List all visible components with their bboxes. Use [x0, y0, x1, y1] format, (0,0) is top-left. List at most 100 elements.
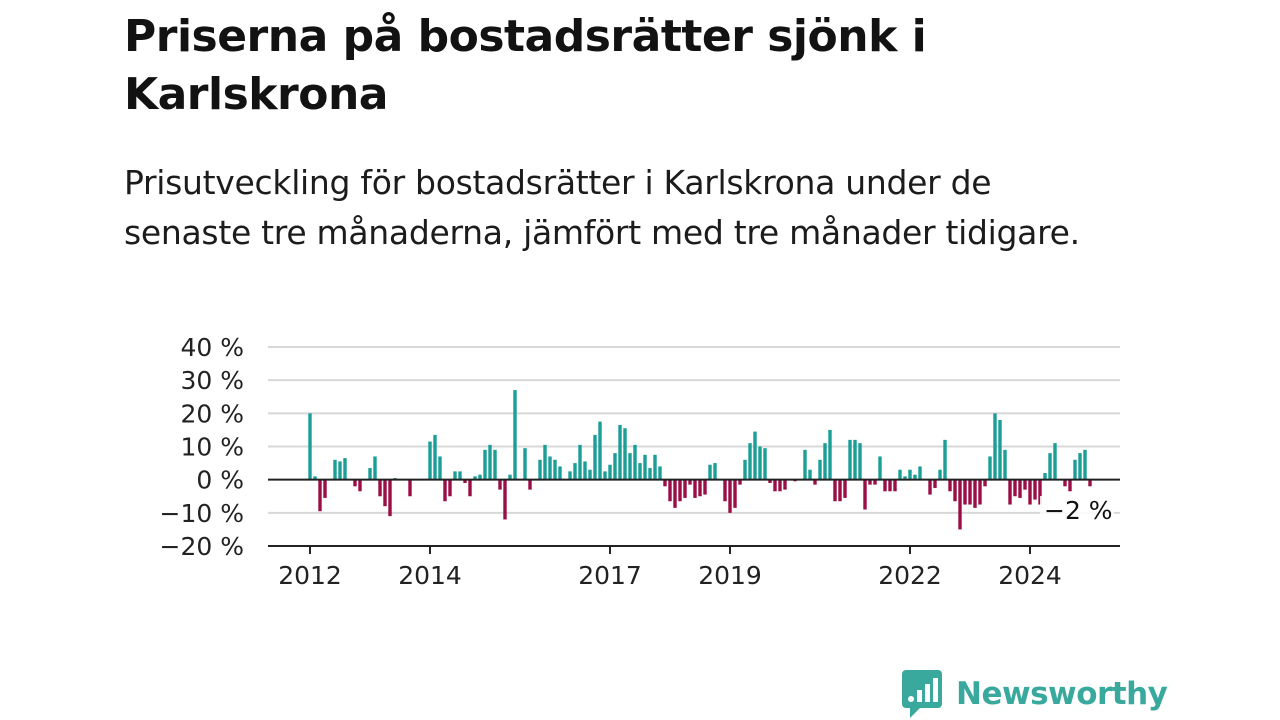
bar-negative: [1028, 479, 1032, 505]
bar-positive: [473, 476, 477, 480]
bar-positive: [583, 461, 587, 480]
bar-positive: [588, 469, 592, 480]
bar-negative: [693, 479, 697, 498]
y-tick-label: 40 %: [180, 333, 244, 362]
y-tick-label: 10 %: [180, 433, 244, 462]
bar-positive: [823, 443, 827, 480]
bar-positive: [753, 431, 757, 480]
bar-negative: [768, 479, 772, 483]
x-tick-label: 2012: [278, 561, 342, 590]
bar-negative: [388, 479, 392, 517]
bar-positive: [373, 456, 377, 480]
bar-negative: [843, 479, 847, 498]
bar-negative: [688, 479, 692, 485]
bar-negative: [683, 479, 687, 498]
bar-negative: [983, 479, 987, 487]
y-tick-label: −10 %: [160, 499, 244, 528]
bar-positive: [913, 474, 917, 480]
bar-positive: [558, 466, 562, 480]
bar-negative: [928, 479, 932, 495]
grid-lines: [268, 346, 1120, 514]
bar-positive: [648, 468, 652, 480]
bar-positive: [628, 453, 632, 480]
bar-positive: [998, 419, 1002, 480]
bar-negative: [1068, 479, 1072, 492]
bar-negative: [448, 479, 452, 497]
bar-positive: [483, 449, 487, 480]
bar-negative: [468, 479, 472, 497]
bar-negative: [668, 479, 672, 502]
bar-negative: [958, 479, 962, 530]
bar-positive: [523, 448, 527, 480]
bar-negative: [868, 479, 872, 485]
bar-negative: [933, 479, 937, 488]
bar-positive: [433, 434, 437, 480]
bar-negative: [323, 479, 327, 498]
bar-negative: [1013, 479, 1017, 497]
annotations: −2 %: [1040, 496, 1114, 528]
bar-positive: [608, 464, 612, 480]
bar-positive: [428, 441, 432, 480]
bar-positive: [808, 469, 812, 480]
bar-positive: [613, 453, 617, 480]
bar-negative: [778, 479, 782, 492]
bar-negative: [1033, 479, 1037, 500]
bar-positive: [898, 469, 902, 480]
bar-positive: [548, 456, 552, 480]
bar-negative: [498, 479, 502, 490]
bar-negative: [528, 479, 532, 490]
bar-negative: [1023, 479, 1027, 490]
bar-positive: [803, 449, 807, 480]
bar-positive: [633, 444, 637, 480]
bar-negative: [948, 479, 952, 492]
bar-negative: [963, 479, 967, 505]
annotation-background: [1040, 496, 1114, 528]
x-tick-label: 2017: [578, 561, 642, 590]
newsworthy-logo-text: Newsworthy: [956, 676, 1168, 712]
bar-negative: [1063, 479, 1067, 487]
bar-positive: [643, 454, 647, 480]
bar-positive: [438, 456, 442, 480]
bar-positive: [458, 471, 462, 480]
bar-negative: [953, 479, 957, 502]
bar-positive: [763, 448, 767, 480]
bar-positive: [818, 459, 822, 480]
bar-negative: [1038, 479, 1042, 505]
bar-positive: [623, 428, 627, 480]
bar-positive: [708, 464, 712, 480]
bar-positive: [333, 459, 337, 480]
bar-positive: [313, 476, 317, 480]
bar-negative: [698, 479, 702, 497]
bar-positive: [368, 468, 372, 480]
bar-positive: [1048, 453, 1052, 480]
x-tick-label: 2024: [998, 561, 1062, 590]
bar-negative: [383, 479, 387, 507]
bar-positive: [748, 443, 752, 480]
bar-negative: [358, 479, 362, 492]
bar-positive: [493, 449, 497, 480]
bar-positive: [453, 471, 457, 480]
bar-negative: [833, 479, 837, 502]
bars: [308, 390, 1092, 530]
bar-positive: [1073, 459, 1077, 480]
bar-positive: [308, 413, 312, 480]
bar-negative: [318, 479, 322, 512]
bar-positive: [878, 456, 882, 480]
bar-negative: [663, 479, 667, 487]
bar-positive: [1083, 449, 1087, 480]
bar-positive: [543, 444, 547, 480]
bar-positive: [1003, 449, 1007, 480]
bar-positive: [653, 454, 657, 480]
bar-positive: [573, 463, 577, 480]
bar-negative: [723, 479, 727, 502]
bar-positive: [918, 466, 922, 480]
bar-negative: [783, 479, 787, 490]
x-tick-label: 2014: [398, 561, 462, 590]
x-tick-label: 2019: [698, 561, 762, 590]
bar-positive: [343, 458, 347, 480]
bar-positive: [618, 424, 622, 480]
bar-positive: [638, 463, 642, 480]
bar-positive: [908, 469, 912, 480]
bar-negative: [738, 479, 742, 485]
newsworthy-logo: Newsworthy: [902, 670, 1168, 718]
